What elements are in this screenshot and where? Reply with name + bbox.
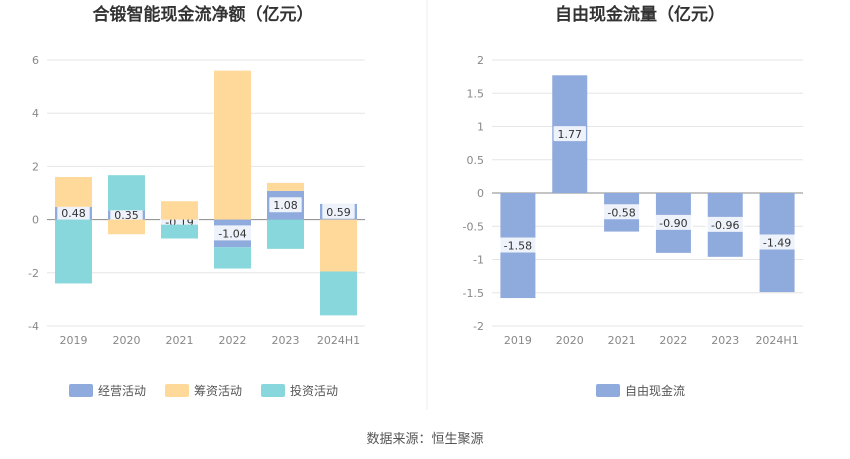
y-tick-label: 0	[32, 214, 39, 227]
y-tick-label: 4	[32, 107, 39, 120]
x-tick-label: 2019	[60, 334, 88, 347]
data-label-bg	[553, 126, 586, 142]
data-label: -1.58	[504, 240, 532, 253]
data-label: 0.59	[326, 206, 351, 219]
x-tick-label: 2024H1	[755, 334, 798, 347]
data-source: 数据来源：恒生聚源	[366, 432, 483, 447]
data-label-bg	[705, 216, 745, 232]
x-tick-label: 2023	[272, 334, 300, 347]
legend-label: 投资活动	[290, 383, 338, 398]
y-tick-label: -4	[28, 320, 39, 333]
chart-title: 合锻智能现金流净额（亿元）	[93, 4, 314, 25]
bar-筹资活动	[161, 201, 198, 220]
y-tick-label: 0.5	[467, 154, 485, 167]
bar-筹资活动	[108, 219, 145, 235]
y-tick-label: -0.5	[463, 220, 484, 233]
y-tick-label: 1.5	[467, 87, 485, 100]
cashflow-net-chart: 合锻智能现金流净额（亿元） 6 4 2 0 -2 -4 2019 2020 2021 2022 202…	[28, 4, 365, 398]
data-label: 0.48	[61, 207, 86, 220]
legend-label: 自由现金流	[625, 383, 685, 398]
data-label-bg	[110, 206, 143, 222]
legend-swatch	[165, 384, 189, 397]
data-label: 1.77	[558, 128, 583, 141]
y-tick-label: 1	[477, 121, 484, 134]
data-label-bg	[269, 197, 302, 213]
bar-投资活动	[320, 271, 357, 316]
x-tick-label: 2022	[659, 334, 687, 347]
legend-label: 经营活动	[98, 384, 146, 398]
bar-投资活动	[108, 175, 145, 211]
y-tick-label: 6	[32, 54, 39, 67]
data-label: -1.49	[763, 237, 791, 250]
data-label: -0.90	[659, 217, 687, 230]
data-label-bg	[498, 237, 538, 253]
data-label-bg	[653, 214, 693, 230]
data-label-bg	[213, 225, 252, 241]
legend-swatch	[69, 384, 93, 397]
x-tick-label: 2021	[608, 334, 636, 347]
x-tick-label: 2024H1	[317, 334, 360, 347]
x-tick-label: 2021	[166, 334, 194, 347]
data-label: -0.96	[711, 219, 739, 232]
y-tick-label: 2	[32, 160, 39, 173]
x-tick-label: 2020	[113, 334, 141, 347]
bar-投资活动	[55, 219, 92, 284]
x-tick-label: 2020	[556, 334, 584, 347]
bar-筹资活动	[267, 182, 304, 191]
data-label: -0.58	[607, 206, 635, 219]
bar-筹资活动	[55, 177, 92, 207]
y-tick-label: -1.5	[463, 287, 484, 300]
bar-筹资活动	[214, 70, 251, 220]
data-label-bg	[57, 205, 90, 221]
x-tick-label: 2022	[219, 334, 247, 347]
bar-投资活动	[214, 247, 251, 269]
legend-swatch	[596, 384, 620, 397]
data-label-bg	[757, 234, 797, 250]
bar-投资活动	[161, 224, 198, 239]
bar-筹资活动	[320, 219, 357, 272]
y-tick-label: -2	[28, 267, 39, 280]
y-tick-label: -1	[473, 254, 484, 267]
legend-swatch	[261, 384, 285, 397]
data-label: 0.35	[114, 209, 139, 222]
chart-title: 自由现金流量（亿元）	[555, 4, 725, 25]
data-label-bg	[322, 203, 355, 219]
y-tick-label: 0	[477, 187, 484, 200]
y-tick-label: 2	[477, 54, 484, 67]
data-label-bg	[602, 204, 642, 220]
data-label: -1.04	[218, 227, 246, 240]
legend-label: 筹资活动	[194, 384, 242, 398]
bar-投资活动	[267, 219, 304, 249]
y-tick-label: -2	[473, 320, 484, 333]
data-label: 1.08	[273, 199, 298, 212]
x-tick-label: 2019	[504, 334, 532, 347]
free-cashflow-chart: 自由现金流量（亿元） 2 1.5 1 0.5 0 -0.5 -1 -1.5 -2 2019 2020 2…	[463, 4, 803, 398]
x-tick-label: 2023	[711, 334, 739, 347]
